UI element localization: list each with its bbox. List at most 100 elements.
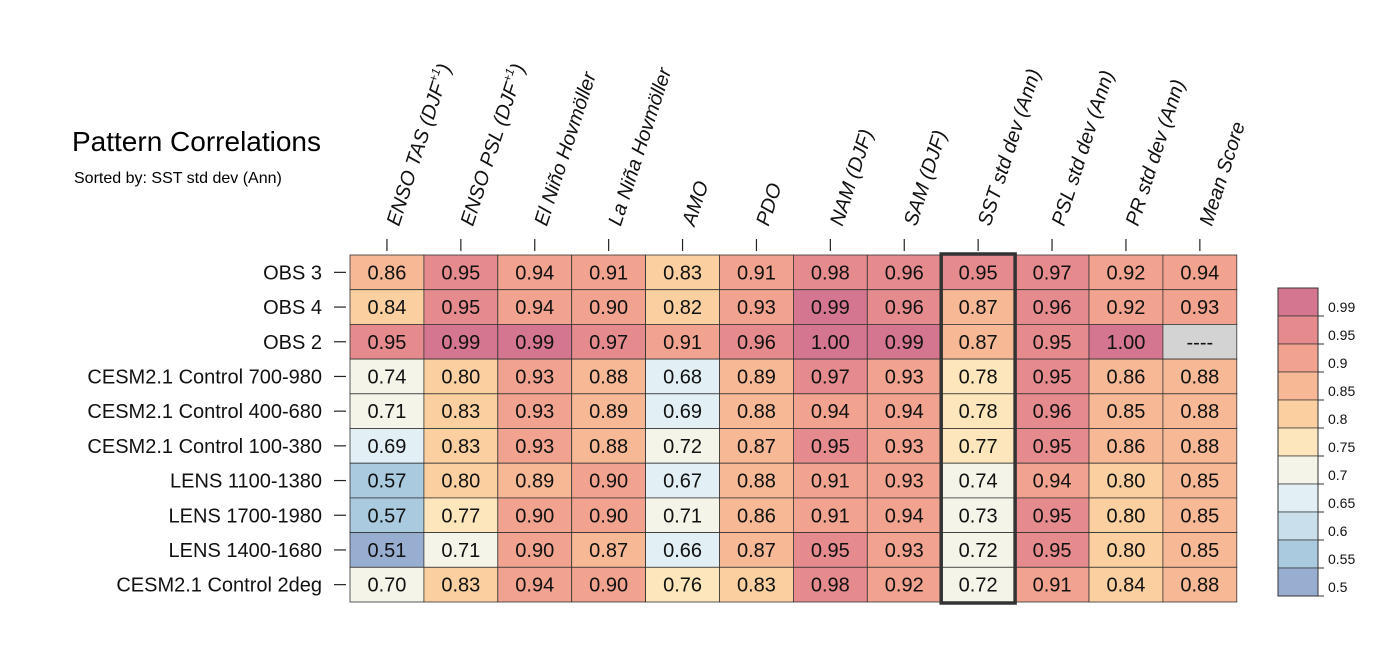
cell-value: 0.99	[885, 332, 924, 354]
cell-value: 0.67	[663, 471, 702, 493]
cell-value: 0.72	[959, 575, 998, 597]
column-label-text: SAM (DJF)	[900, 128, 951, 229]
cell-value: 0.95	[367, 332, 406, 354]
column-label-group: Mean Score	[1196, 119, 1250, 228]
heatmap-cell	[1088, 358, 1164, 395]
column-label-group: PDO	[752, 181, 786, 229]
column-label: PDO	[752, 181, 786, 229]
cell-value: 0.57	[367, 471, 406, 493]
colorbar-swatch	[1277, 427, 1319, 457]
heatmap-cell	[719, 428, 794, 464]
heatmap-cell	[1088, 532, 1164, 568]
cell-value: 0.88	[737, 471, 776, 493]
heatmap-cell	[1014, 289, 1090, 325]
row-label: OBS 3	[263, 262, 322, 284]
cell-value: 0.93	[885, 366, 924, 388]
heatmap-cell	[349, 566, 425, 603]
heatmap-cell	[349, 358, 425, 395]
cell-value: 0.68	[663, 366, 702, 388]
row-label: CESM2.1 Control 100-380	[87, 436, 322, 458]
heatmap-cell	[866, 462, 942, 499]
column-label: SAM (DJF)	[900, 128, 951, 229]
heatmap-cell	[571, 428, 647, 464]
cell-value: 0.96	[885, 297, 924, 319]
cell-value: 0.95	[1033, 505, 1072, 527]
column-label: PSL std dev (Ann)	[1048, 68, 1119, 229]
chart-title: Pattern Correlations	[72, 126, 322, 157]
cell-value: 0.83	[441, 401, 480, 423]
column-label-text: PDO	[752, 181, 786, 229]
heatmap-cell	[349, 532, 425, 568]
heatmap-cell	[1162, 289, 1238, 325]
cell-value: 0.95	[811, 540, 850, 562]
heatmap-cell	[793, 254, 868, 291]
heatmap-cell	[497, 428, 573, 464]
cell-value: ----	[1187, 332, 1214, 354]
cell-value: 0.73	[959, 505, 998, 527]
cell-value: 0.95	[1033, 366, 1072, 388]
row-label: OBS 4	[263, 297, 322, 319]
cell-value: 0.95	[959, 262, 998, 284]
cell-value: 0.83	[441, 575, 480, 597]
column-label-text: La Niña Hovmöller	[604, 64, 676, 229]
heatmap-cell	[1162, 566, 1238, 603]
cell-value: 0.85	[1180, 505, 1219, 527]
heatmap-cell	[1162, 358, 1238, 395]
heatmap-cell	[1014, 323, 1090, 360]
heatmap-cell	[866, 358, 942, 395]
cell-value: 0.71	[367, 401, 406, 423]
cell-value: 0.86	[1106, 436, 1145, 458]
cell-value: 0.70	[367, 575, 406, 597]
colorbar-swatch	[1277, 539, 1319, 569]
cell-value: 0.93	[515, 366, 554, 388]
heatmap-cell	[645, 393, 720, 429]
cell-value: 0.96	[1033, 401, 1072, 423]
heatmap-cell	[940, 254, 1016, 291]
heatmap-cell	[423, 462, 499, 499]
heatmap-cell	[349, 323, 425, 360]
cell-value: 0.97	[1033, 262, 1072, 284]
heatmap-cell	[497, 358, 573, 395]
heatmap-cell	[497, 393, 573, 429]
cell-value: 0.90	[515, 540, 554, 562]
cell-value: 0.99	[811, 297, 850, 319]
column-label: Mean Score	[1196, 119, 1250, 228]
column-label-group: PSL std dev (Ann)	[1048, 68, 1119, 229]
cell-value: 0.90	[589, 575, 628, 597]
cell-value: 0.84	[367, 297, 406, 319]
cell-value: 0.66	[663, 540, 702, 562]
heatmap-cell	[1014, 497, 1090, 533]
cell-value: 0.94	[811, 401, 850, 423]
heatmap-cell	[1014, 358, 1090, 395]
cell-value: 0.91	[589, 262, 628, 284]
heatmap-cell	[571, 497, 647, 533]
row-label: CESM2.1 Control 2deg	[116, 575, 322, 597]
column-label-group: AMO	[678, 178, 713, 229]
cell-value: 0.80	[1106, 471, 1145, 493]
heatmap-cell	[1014, 428, 1090, 464]
cell-value: 0.89	[515, 471, 554, 493]
cell-value: 1.00	[1106, 332, 1145, 354]
column-label-group: La Niña Hovmöller	[604, 64, 676, 229]
colorbar-label: 0.8	[1328, 411, 1348, 427]
cell-value: 0.94	[1033, 471, 1072, 493]
subtitle-sorted-by: SST std dev (Ann)	[151, 170, 282, 187]
heatmap-cell	[940, 462, 1016, 499]
heatmap-cell	[1014, 566, 1090, 603]
highlight-column-border	[939, 252, 1017, 605]
cell-value: 0.93	[885, 436, 924, 458]
cell-value: 0.86	[737, 505, 776, 527]
cell-value: 0.93	[515, 436, 554, 458]
heatmap-cell	[1088, 254, 1164, 291]
cell-value: 0.87	[737, 540, 776, 562]
cell-value: 0.95	[1033, 436, 1072, 458]
heatmap-cell	[1162, 323, 1238, 360]
colorbar-swatch	[1277, 567, 1319, 597]
heatmap-cell	[940, 428, 1016, 464]
heatmap-cell	[940, 566, 1016, 603]
heatmap-cell	[645, 428, 720, 464]
column-label-superscript: +1	[426, 67, 444, 84]
heatmap-cell	[1014, 393, 1090, 429]
cell-value: 0.97	[811, 366, 850, 388]
heatmap-cell	[1162, 497, 1238, 533]
